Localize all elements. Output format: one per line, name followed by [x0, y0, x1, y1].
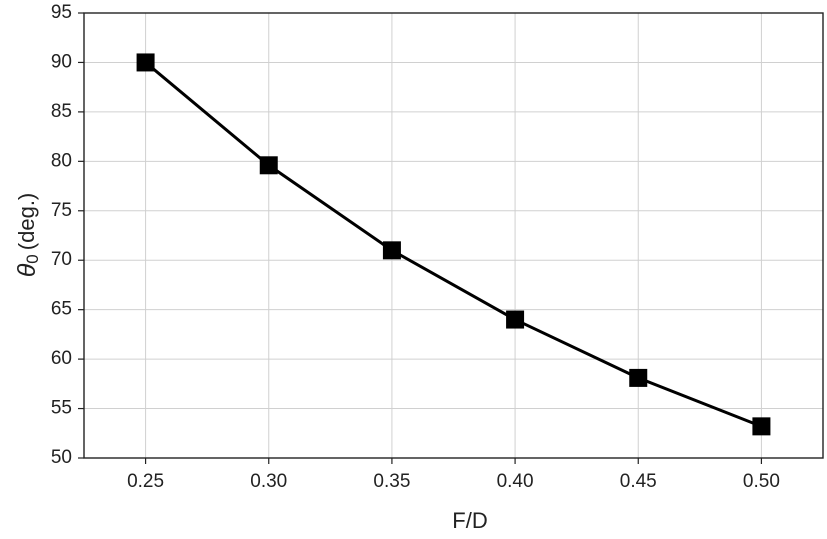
y-tick-label: 90 — [51, 51, 72, 72]
x-tick-label: 0.25 — [127, 471, 164, 492]
x-tick-label: 0.45 — [620, 471, 657, 492]
y-tick-label: 60 — [51, 348, 72, 369]
y-tick-label: 95 — [51, 2, 72, 23]
x-tick-label: 0.35 — [373, 471, 410, 492]
y-tick-label: 80 — [51, 150, 72, 171]
marker — [259, 156, 278, 175]
x-axis-label: F/D — [452, 508, 487, 533]
y-tick-label: 50 — [51, 447, 72, 468]
x-tick-label: 0.40 — [497, 471, 534, 492]
marker — [629, 368, 648, 387]
x-tick-label: 0.30 — [250, 471, 287, 492]
marker — [136, 53, 155, 72]
y-axis-label: θ0 (deg.) — [13, 193, 43, 278]
marker — [382, 241, 401, 260]
marker — [506, 310, 525, 329]
y-label-unit: (deg.) — [14, 193, 39, 250]
y-tick-label: 75 — [51, 200, 72, 221]
y-tick-label: 65 — [51, 299, 72, 320]
marker — [752, 417, 771, 436]
x-tick-label: 0.50 — [743, 471, 780, 492]
y-tick-label: 70 — [51, 249, 72, 270]
plot-frame — [83, 12, 824, 459]
y-label-subscript: 0 — [23, 254, 42, 263]
y-tick-label: 85 — [51, 101, 72, 122]
data-line — [144, 61, 762, 428]
y-tick-label: 55 — [51, 398, 72, 419]
y-label-symbol: θ — [13, 263, 41, 277]
